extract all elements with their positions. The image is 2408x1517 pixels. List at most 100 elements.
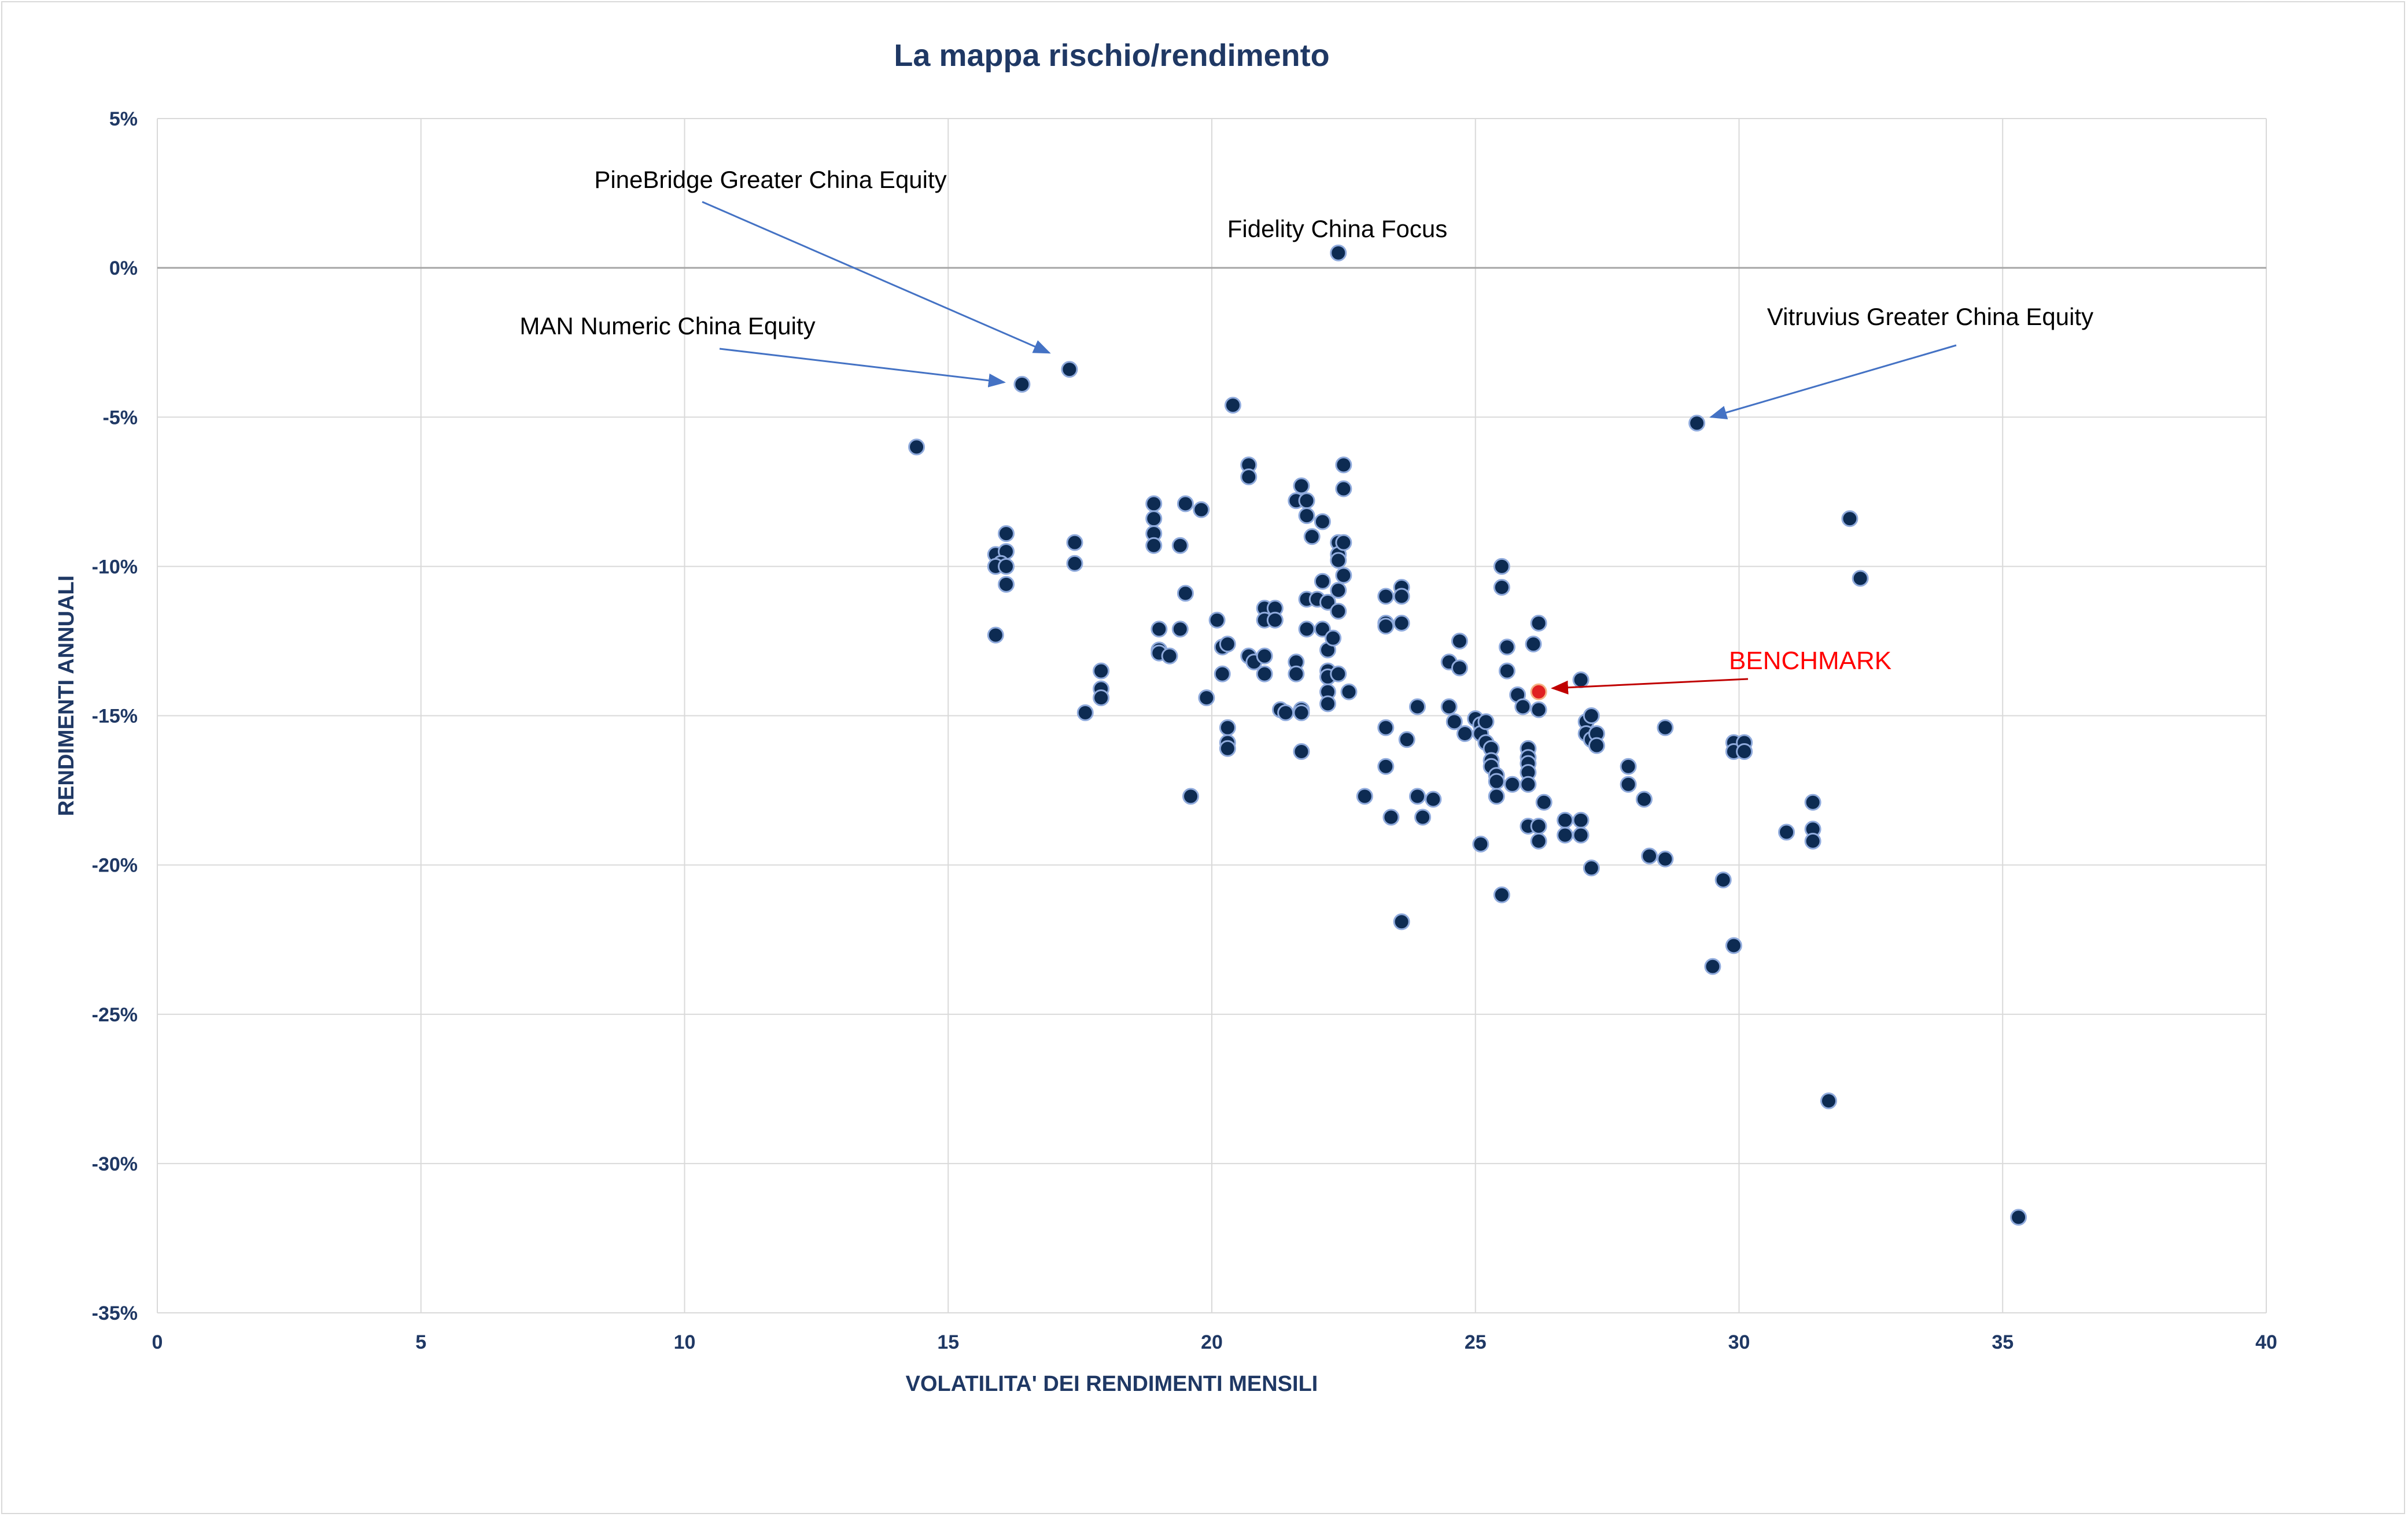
data-point (1161, 647, 1178, 665)
data-point (1214, 665, 1231, 682)
y-tick-label: 0% (109, 257, 138, 279)
data-point (1520, 776, 1537, 793)
data-point (1314, 513, 1331, 530)
data-point (1688, 415, 1706, 432)
data-point (1293, 704, 1310, 721)
data-point (1314, 621, 1331, 638)
x-tick-label: 30 (1728, 1331, 1750, 1353)
data-point (1393, 588, 1410, 605)
data-point (1440, 698, 1458, 715)
data-point (1408, 698, 1426, 715)
data-point (1504, 776, 1521, 793)
data-point (1583, 859, 1600, 877)
tick-labels: 0 5 10 15 20 25 30 35 40 5% 0% -5% -10% -15% -20% -25% -… (92, 108, 2277, 1353)
data-point (1093, 662, 1110, 680)
data-point (1393, 913, 1410, 931)
data-point (1414, 809, 1432, 826)
annotation-label: Vitruvius Greater China Equity (1767, 303, 2093, 330)
data-point (1472, 835, 1489, 852)
data-point (1066, 555, 1083, 572)
annotations: PineBridge Greater China Equity Fidelity … (519, 166, 2093, 695)
data-point (1293, 477, 1310, 494)
y-tick-label: -25% (92, 1004, 138, 1026)
data-point (1493, 886, 1510, 903)
y-tick-label: 5% (109, 108, 138, 130)
data-point (1277, 704, 1295, 721)
data-point (1657, 850, 1674, 868)
data-point (1725, 937, 1742, 954)
data-point (1377, 588, 1395, 605)
x-tick-label: 40 (2255, 1331, 2277, 1353)
x-tick-label: 0 (152, 1331, 163, 1353)
data-point (1393, 614, 1410, 632)
benchmark-point (1530, 683, 1547, 700)
data-point (1298, 492, 1315, 510)
data-point (1145, 495, 1163, 512)
data-point (1530, 832, 1547, 850)
annotation-arrow (1709, 344, 1957, 419)
data-point (1219, 740, 1236, 757)
data-point (1076, 704, 1094, 721)
annotation-label: Fidelity China Focus (1227, 215, 1447, 242)
data-point (1340, 683, 1358, 700)
data-point (1530, 818, 1547, 835)
data-point (1382, 809, 1400, 826)
data-point (1657, 719, 1674, 736)
data-point (1498, 662, 1515, 680)
data-point (1093, 689, 1110, 707)
data-point (1820, 1092, 1837, 1109)
chart-title: La mappa rischio/rendimento (894, 38, 1329, 73)
data-point (1288, 665, 1305, 682)
data-point (1330, 244, 1347, 261)
data-point (1635, 791, 1653, 808)
data-point (1852, 570, 1869, 587)
data-point (1514, 698, 1532, 715)
data-point (1314, 573, 1331, 590)
data-point (1704, 958, 1721, 975)
data-point (1177, 495, 1194, 512)
data-point (1557, 826, 1574, 844)
annotation-arrow (702, 201, 1051, 354)
y-tick-label: -10% (92, 556, 138, 578)
data-point (1182, 788, 1200, 805)
data-point (1224, 397, 1241, 414)
data-point (1330, 552, 1347, 569)
data-point (1620, 776, 1637, 793)
data-point (1377, 719, 1395, 736)
data-point (908, 438, 925, 456)
data-point (1219, 719, 1236, 736)
x-tick-label: 5 (415, 1331, 426, 1353)
y-tick-label: -35% (92, 1302, 138, 1324)
data-point (1398, 731, 1415, 748)
data-point (1177, 585, 1194, 602)
data-point (1330, 582, 1347, 599)
annotation-label: MAN Numeric China Equity (519, 312, 815, 339)
data-point (998, 525, 1015, 542)
x-tick-label: 25 (1465, 1331, 1487, 1353)
data-point (1066, 534, 1083, 551)
data-point (1451, 632, 1468, 649)
annotation-arrow (1551, 678, 1749, 695)
data-point (1620, 758, 1637, 775)
data-point (1525, 636, 1542, 653)
data-point (1778, 824, 1795, 841)
data-point (1198, 689, 1215, 707)
data-point (1240, 468, 1258, 485)
data-point (1335, 456, 1352, 474)
data-point (998, 558, 1015, 575)
data-point (1256, 665, 1273, 682)
y-tick-label: -30% (92, 1153, 138, 1175)
data-point (1641, 847, 1658, 865)
data-points (908, 244, 2027, 1226)
data-point (1451, 659, 1468, 677)
data-point (1445, 713, 1463, 730)
data-point (1171, 537, 1189, 554)
data-point (1208, 611, 1226, 629)
data-point (1408, 788, 1426, 805)
data-point (1498, 638, 1515, 656)
data-point (1171, 621, 1189, 638)
x-tick-label: 10 (674, 1331, 696, 1353)
data-point (1572, 671, 1590, 689)
